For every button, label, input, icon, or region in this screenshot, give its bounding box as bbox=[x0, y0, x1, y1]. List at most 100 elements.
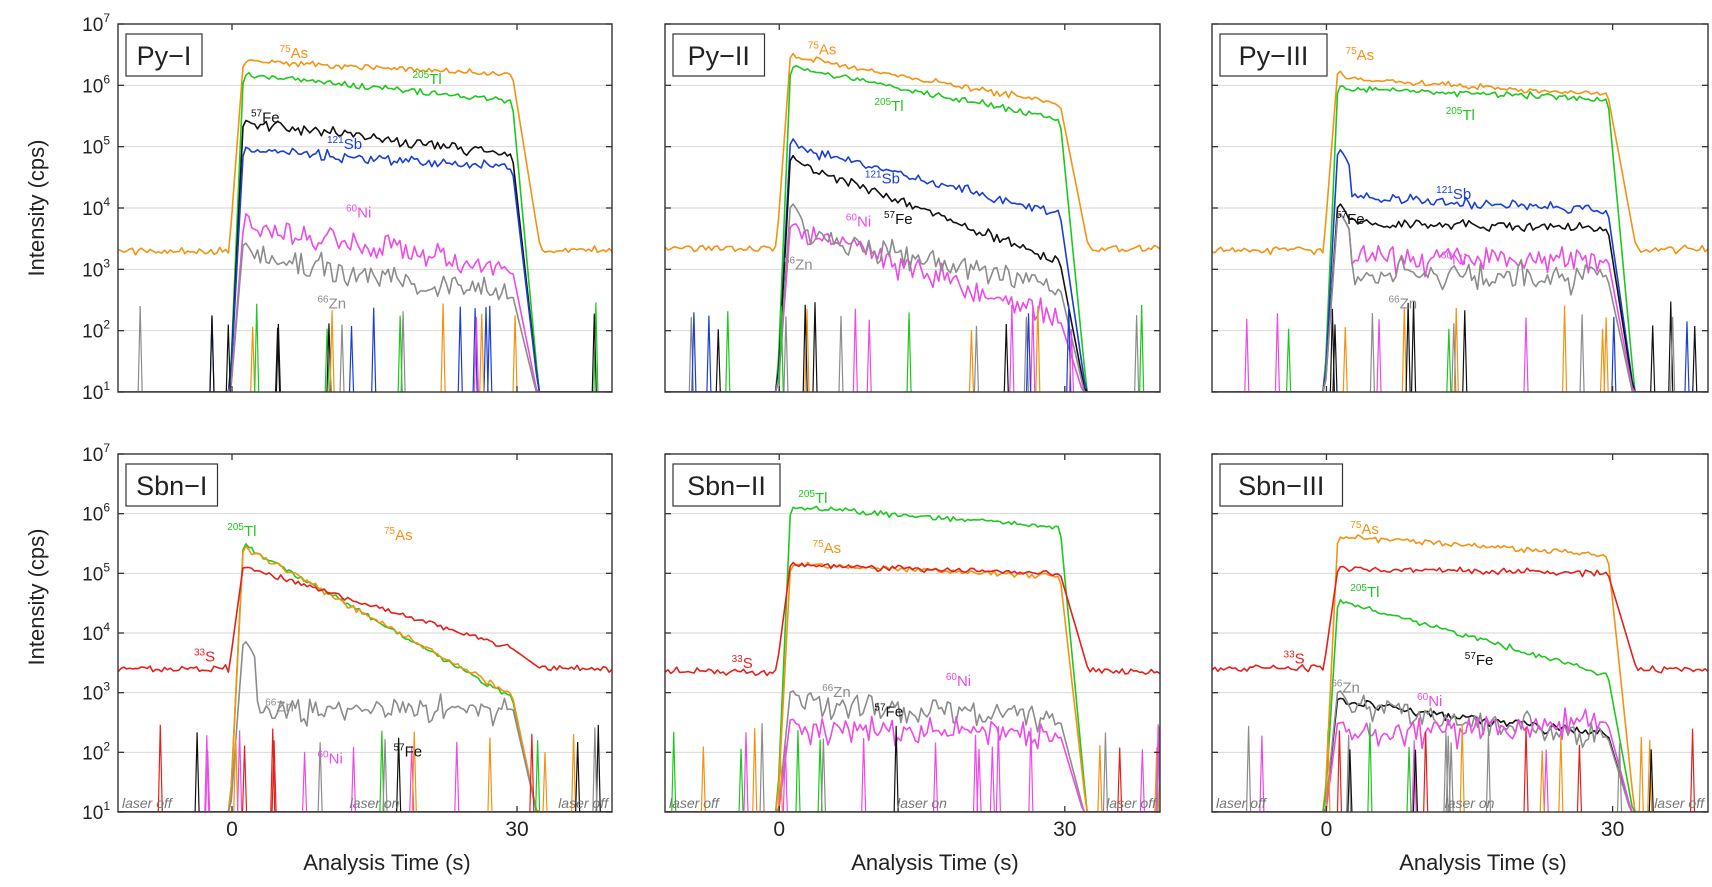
noise-spike bbox=[1139, 749, 1145, 812]
laser-on-label: laser on bbox=[1445, 795, 1495, 811]
noise-spike bbox=[1134, 315, 1140, 392]
noise-spike bbox=[861, 737, 867, 812]
noise-spike bbox=[329, 310, 335, 392]
noise-spike bbox=[440, 303, 446, 392]
laser-off-label: laser off bbox=[122, 795, 174, 811]
series-label-as: 75As bbox=[1346, 46, 1375, 64]
noise-spike bbox=[529, 733, 535, 812]
noise-spike bbox=[1329, 308, 1335, 392]
series-line-as bbox=[665, 561, 1160, 812]
noise-spike bbox=[371, 307, 377, 392]
noise-spike bbox=[1670, 316, 1676, 392]
noise-spike bbox=[778, 305, 784, 392]
series-label-s: 33S bbox=[194, 648, 215, 666]
noise-spike bbox=[1244, 318, 1250, 392]
y-tick-label: 101 bbox=[82, 379, 110, 404]
noise-spike bbox=[593, 302, 599, 392]
noise-spike bbox=[382, 739, 388, 812]
noise-spike bbox=[1485, 733, 1492, 812]
noise-spike bbox=[1411, 740, 1417, 812]
series-line-as bbox=[118, 59, 612, 256]
x-tick-label: 0 bbox=[1321, 818, 1333, 841]
y-tick-label: 104 bbox=[82, 620, 110, 645]
y-tick-label: 102 bbox=[82, 739, 110, 764]
noise-spike bbox=[976, 748, 982, 812]
noise-spike bbox=[411, 731, 417, 812]
series-line-ni bbox=[1212, 213, 1708, 392]
series-label-tl: 205Tl bbox=[874, 97, 903, 115]
noise-spike bbox=[233, 736, 239, 812]
noise-spike bbox=[715, 329, 721, 392]
noise-spike bbox=[1346, 734, 1352, 812]
x-axis-label: Analysis Time (s) bbox=[303, 850, 470, 875]
noise-spike bbox=[725, 311, 731, 392]
series-line-ni bbox=[665, 223, 1160, 392]
noise-spike bbox=[1412, 749, 1419, 812]
noise-spike bbox=[1139, 304, 1145, 392]
series-label-ni: 60Ni bbox=[1441, 250, 1466, 268]
series-line-as bbox=[118, 545, 612, 812]
series-label-zn: 66Zn bbox=[1388, 294, 1417, 312]
series-line-s bbox=[1212, 565, 1708, 674]
noise-spike bbox=[1616, 743, 1623, 812]
noise-spike bbox=[1009, 305, 1015, 392]
panel-sbn-ii: 0 30 laser off laser on laser off Sbn−II 205Tl… bbox=[664, 453, 1161, 841]
noise-spike bbox=[743, 732, 749, 812]
x-tick-label: 0 bbox=[226, 818, 238, 841]
y-tick-label: 105 bbox=[82, 560, 110, 585]
noise-spike bbox=[820, 738, 826, 812]
series-line-sb bbox=[118, 146, 612, 392]
noise-spike bbox=[1003, 323, 1009, 392]
noise-spike bbox=[1035, 305, 1041, 392]
noise-spike bbox=[1347, 749, 1353, 812]
series-line-sb bbox=[665, 138, 1160, 392]
noise-spike bbox=[1650, 325, 1656, 392]
series-label-as: 75As bbox=[1350, 520, 1379, 538]
panel-py-ii: Py−II 75As 205Tl 121Sb 57Fe 60Ni 66Zn bbox=[664, 23, 1161, 393]
y-tick-label: 101 bbox=[82, 799, 110, 824]
noise-spike bbox=[250, 326, 256, 392]
noise-spike bbox=[973, 325, 980, 392]
noise-spike bbox=[972, 734, 979, 812]
noise-spike bbox=[317, 742, 323, 812]
noise-spike bbox=[1068, 328, 1075, 392]
series-line-ni bbox=[1212, 707, 1708, 812]
series-line-zn bbox=[1212, 213, 1708, 392]
noise-spike bbox=[348, 326, 355, 392]
noise-spike bbox=[205, 750, 211, 812]
panel-sbn-iii: 0 30 laser off laser on laser off Sbn−III 75As… bbox=[1211, 453, 1709, 841]
series-label-zn: 66Zn bbox=[822, 683, 851, 701]
noise-spike bbox=[893, 725, 899, 812]
panel-py-i: 107 106 105 104 103 102 101 Py−I 75As 205Tl 57Fe 12… bbox=[82, 11, 613, 404]
laser-on-label: laser on bbox=[350, 795, 400, 811]
series-group bbox=[1212, 70, 1708, 392]
noise-spike bbox=[275, 323, 281, 392]
noise-spike bbox=[1336, 730, 1343, 812]
y-tick-label: 104 bbox=[82, 195, 110, 220]
noise-spike bbox=[1451, 323, 1457, 392]
noise-spike bbox=[1561, 305, 1568, 392]
noise-spike bbox=[457, 306, 463, 392]
series-label-ni: 60Ni bbox=[946, 672, 971, 690]
noise-spike bbox=[989, 746, 995, 812]
noise-spike bbox=[1459, 723, 1465, 812]
panel-title-text: Py−III bbox=[1239, 41, 1309, 71]
series-label-sb: 121Sb bbox=[1436, 185, 1471, 203]
laser-off-label: laser off bbox=[1216, 795, 1268, 811]
series-label-tl: 205Tl bbox=[798, 489, 827, 507]
series-line-zn bbox=[1212, 690, 1708, 812]
noise-spike bbox=[595, 724, 601, 812]
noise-spike bbox=[396, 737, 402, 812]
y-tick-label: 106 bbox=[82, 501, 110, 526]
noise-spike bbox=[1692, 325, 1698, 392]
laser-off-label: laser off bbox=[1654, 795, 1706, 811]
noise-spike bbox=[804, 308, 810, 392]
series-line-as bbox=[1212, 70, 1708, 256]
series-label-as: 75As bbox=[384, 526, 413, 544]
series-group bbox=[1212, 534, 1708, 812]
panel-title-box bbox=[125, 33, 203, 77]
noise-spike bbox=[1117, 747, 1123, 812]
series-label-zn: 66Zn bbox=[1331, 679, 1360, 697]
series-label-as: 75As bbox=[813, 539, 842, 557]
